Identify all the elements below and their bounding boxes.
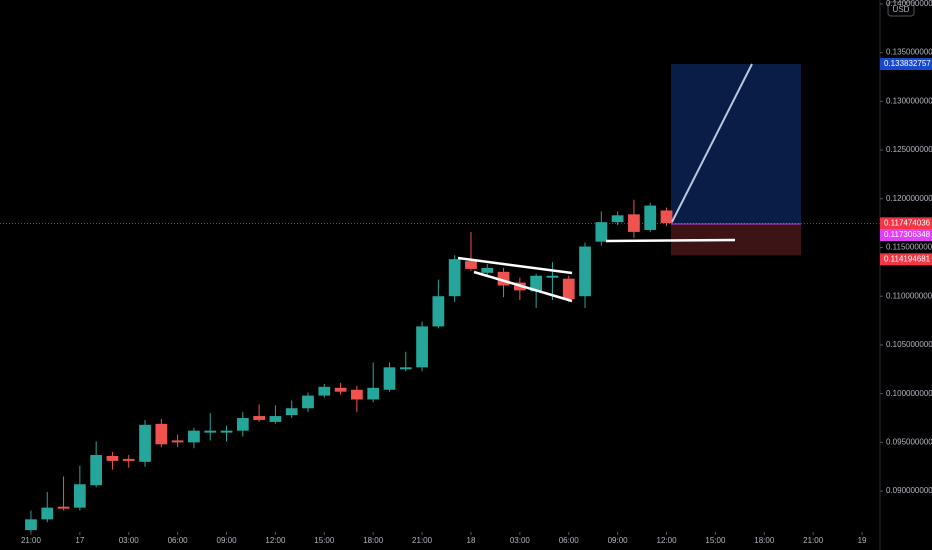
candle-body: [351, 389, 363, 400]
candle-body: [628, 214, 640, 232]
candle-body: [236, 418, 249, 431]
y-tick-label: 0.125000000: [886, 145, 932, 154]
price-marker-label: 0.133832757: [884, 59, 931, 68]
y-tick-label: 0.120000000: [886, 194, 932, 203]
x-tick-label: 21:00: [21, 536, 42, 545]
candle-body: [25, 519, 37, 531]
x-tick-label: 09:00: [608, 536, 629, 545]
candle-body: [497, 271, 510, 286]
x-tick-label: 21:00: [412, 536, 433, 545]
candle-body: [57, 506, 70, 509]
y-tick-label: 0.100000000: [886, 389, 932, 398]
candle-body: [644, 205, 657, 230]
price-marker-label: 0.117306348: [884, 230, 931, 239]
x-tick-label: 03:00: [119, 536, 140, 545]
candle-body: [383, 367, 396, 390]
candle-body: [188, 430, 200, 443]
candle-body: [41, 507, 54, 520]
target-zone: [671, 63, 801, 224]
level-line: [605, 238, 736, 243]
x-tick-label: 18:00: [363, 536, 384, 545]
price-marker: [880, 253, 932, 266]
y-tick-label: 0.090000000: [886, 486, 932, 495]
candle-body: [546, 275, 559, 278]
candle-body: [302, 395, 314, 409]
candle-body: [285, 408, 298, 416]
x-tick-label: 12:00: [657, 536, 678, 545]
x-tick-label: 19: [858, 536, 867, 545]
price-marker-label: 0.114194681: [884, 254, 931, 263]
candle-body: [155, 423, 168, 445]
candle-body: [595, 222, 608, 242]
candle-body: [579, 246, 591, 297]
x-tick-label: 15:00: [705, 536, 726, 545]
x-tick-label: 17: [75, 536, 84, 545]
candle-body: [139, 424, 151, 462]
candle-body: [660, 210, 673, 224]
x-tick-label: 12:00: [265, 536, 286, 545]
price-marker-label: 0.117474036: [884, 218, 931, 227]
candle-body: [416, 326, 428, 368]
y-tick-label: 0.105000000: [886, 340, 932, 349]
x-tick-label: 21:00: [803, 536, 824, 545]
price-marker: [880, 217, 932, 230]
x-tick-label: 06:00: [168, 536, 189, 545]
candle-body: [269, 416, 282, 422]
candle-body: [465, 261, 477, 269]
candle-body: [432, 296, 445, 327]
candle-body: [90, 455, 103, 486]
candle-body: [220, 430, 233, 433]
x-tick-label: 18:00: [754, 536, 775, 545]
candle-body: [73, 484, 86, 508]
candle-body: [204, 430, 217, 433]
currency-box: [887, 1, 915, 17]
candle-body: [334, 387, 347, 392]
drawings: [457, 63, 753, 303]
x-tick-label: 09:00: [217, 536, 238, 545]
y-tick-label: 0.130000000: [886, 96, 932, 105]
trendline: [457, 256, 573, 275]
y-tick-label: 0.095000000: [886, 437, 932, 446]
price-marker: [880, 57, 932, 70]
candle-body: [530, 275, 543, 292]
currency: USD: [893, 5, 910, 14]
candle-body: [318, 386, 331, 396]
candle-body: [399, 367, 412, 370]
price-marker: [880, 229, 932, 242]
candle-body: [481, 267, 494, 273]
candle-body: [122, 458, 135, 461]
y-tick-label: 0.135000000: [886, 48, 932, 57]
candle-body: [448, 259, 461, 297]
candle-body: [562, 278, 575, 300]
candle-body: [253, 416, 265, 420]
trendline: [473, 270, 573, 303]
candle-body: [367, 387, 380, 400]
y-tick-label: 0.140000000: [886, 0, 932, 8]
y-tick-label: 0.110000000: [886, 291, 932, 300]
x-tick-label: 03:00: [510, 536, 531, 545]
candle-body: [106, 456, 119, 461]
candle-body: [171, 440, 184, 443]
projection-line: [671, 63, 753, 223]
candle-body: [611, 215, 624, 223]
y-tick-label: 0.115000000: [886, 243, 932, 252]
x-tick-label: 06:00: [559, 536, 580, 545]
x-tick-label: 15:00: [314, 536, 335, 545]
x-tick-label: 18: [467, 536, 476, 545]
